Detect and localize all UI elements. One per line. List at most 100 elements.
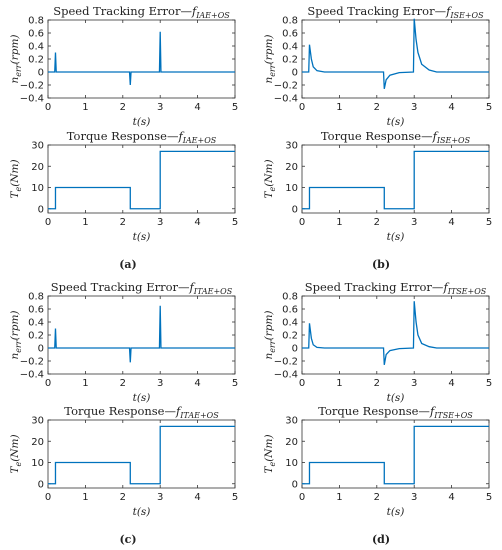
y-axis-label: nerr(rpm)	[9, 310, 23, 359]
y-tick-label: −0.4	[274, 94, 298, 105]
y-tick-label: 0	[292, 479, 298, 490]
y-axis-label: nerr(rpm)	[263, 310, 277, 359]
x-tick-label: 2	[374, 102, 380, 113]
captions-layer: (a) (b) (c) (d)	[119, 258, 390, 546]
plot-frame	[301, 19, 490, 99]
x-tick-label: 3	[411, 492, 417, 503]
x-tick-label: 5	[232, 492, 238, 503]
x-tick-label: 4	[194, 102, 200, 113]
y-tick-label: 0	[38, 204, 44, 215]
x-axis-label: t(s)	[387, 116, 405, 128]
x-tick-label: 1	[336, 378, 342, 389]
y-tick-label: 0.8	[28, 16, 44, 27]
x-tick-label: 5	[486, 378, 492, 389]
x-axis-label: t(s)	[387, 392, 405, 404]
x-tick-label: 1	[336, 217, 342, 228]
series-line	[302, 18, 489, 90]
x-tick-label: 0	[45, 492, 51, 503]
y-tick-label: 10	[285, 183, 298, 194]
x-tick-label: 3	[411, 102, 417, 113]
y-tick-label: −0.4	[20, 370, 44, 381]
chart-panel-c-torque: 0 1 2 3 4 5 30 20 10 0 Torque Response—fITAE+OS t(s…	[9, 404, 238, 518]
x-tick-label: 2	[120, 378, 126, 389]
y-axis-label: nerr(rpm)	[263, 34, 277, 83]
y-tick-label: 0.6	[28, 305, 44, 316]
x-tick-label: 0	[299, 102, 305, 113]
y-tick-label: −0.4	[20, 94, 44, 105]
chart-title: Torque Response—fITAE+OS	[64, 404, 219, 420]
y-tick-label: −0.2	[20, 357, 44, 368]
y-tick-label: 10	[285, 458, 298, 469]
x-tick-label: 0	[45, 378, 51, 389]
x-axis-label: t(s)	[133, 506, 151, 518]
plot-frame	[47, 144, 236, 214]
y-tick-label: 0.8	[282, 292, 298, 303]
y-tick-label: 0	[38, 68, 44, 79]
y-tick-label: 0.6	[28, 29, 44, 40]
y-tick-label: −0.2	[20, 81, 44, 92]
plot-frame	[47, 419, 236, 489]
x-tick-label: 0	[45, 217, 51, 228]
x-tick-label: 3	[411, 378, 417, 389]
x-tick-label: 3	[157, 492, 163, 503]
y-tick-label: 0.4	[282, 318, 298, 329]
caption-b: (b)	[372, 258, 390, 271]
x-tick-label: 5	[486, 492, 492, 503]
x-tick-label: 4	[194, 217, 200, 228]
chart-title: Speed Tracking Error—fITAE+OS	[51, 280, 233, 296]
x-tick-label: 2	[120, 492, 126, 503]
chart-title: Torque Response—fIAE+OS	[67, 129, 217, 145]
plot-frame	[301, 295, 490, 375]
y-axis-label: Te(Nm)	[263, 159, 277, 198]
x-axis-label: t(s)	[387, 506, 405, 518]
x-tick-label: 1	[82, 102, 88, 113]
x-tick-label: 4	[448, 102, 454, 113]
y-tick-label: 30	[31, 416, 44, 427]
x-tick-label: 5	[232, 378, 238, 389]
x-axis-label: t(s)	[133, 231, 151, 243]
y-tick-label: 0	[292, 68, 298, 79]
x-tick-label: 3	[157, 378, 163, 389]
x-tick-label: 0	[299, 492, 305, 503]
y-tick-label: 0.8	[28, 292, 44, 303]
x-tick-label: 3	[157, 217, 163, 228]
x-tick-label: 2	[374, 378, 380, 389]
y-tick-label: −0.2	[274, 81, 298, 92]
y-tick-label: 0.2	[28, 331, 44, 342]
y-tick-label: −0.4	[274, 370, 298, 381]
y-tick-label: 30	[285, 416, 298, 427]
y-tick-label: −0.2	[274, 357, 298, 368]
x-tick-label: 5	[232, 102, 238, 113]
y-axis-label: nerr(rpm)	[9, 34, 23, 83]
y-tick-label: 0.8	[282, 16, 298, 27]
plot-frame	[301, 144, 490, 214]
y-tick-label: 0.6	[282, 29, 298, 40]
series-line	[48, 31, 235, 86]
x-tick-label: 0	[45, 102, 51, 113]
y-axis-label: Te(Nm)	[9, 159, 23, 198]
chart-panel-d-torque: 0 1 2 3 4 5 30 20 10 0 Torque Response—fITSE+OS t(s…	[263, 404, 492, 518]
x-tick-label: 5	[232, 217, 238, 228]
x-tick-label: 1	[82, 492, 88, 503]
y-tick-label: 0.2	[282, 331, 298, 342]
x-axis-label: t(s)	[387, 231, 405, 243]
x-tick-label: 0	[299, 378, 305, 389]
x-tick-label: 2	[374, 492, 380, 503]
y-tick-label: 0	[38, 344, 44, 355]
caption-c: (c)	[119, 533, 136, 546]
series-line	[302, 301, 489, 366]
chart-title: Torque Response—fITSE+OS	[318, 404, 473, 420]
y-tick-label: 30	[285, 141, 298, 152]
y-tick-label: 0	[292, 344, 298, 355]
series-line	[302, 150, 489, 210]
x-tick-label: 0	[299, 217, 305, 228]
x-tick-label: 2	[374, 217, 380, 228]
chart-title: Speed Tracking Error—fISE+OS	[307, 4, 484, 20]
y-tick-label: 20	[31, 162, 44, 173]
y-tick-label: 0.4	[282, 42, 298, 53]
y-tick-label: 0.2	[282, 55, 298, 66]
